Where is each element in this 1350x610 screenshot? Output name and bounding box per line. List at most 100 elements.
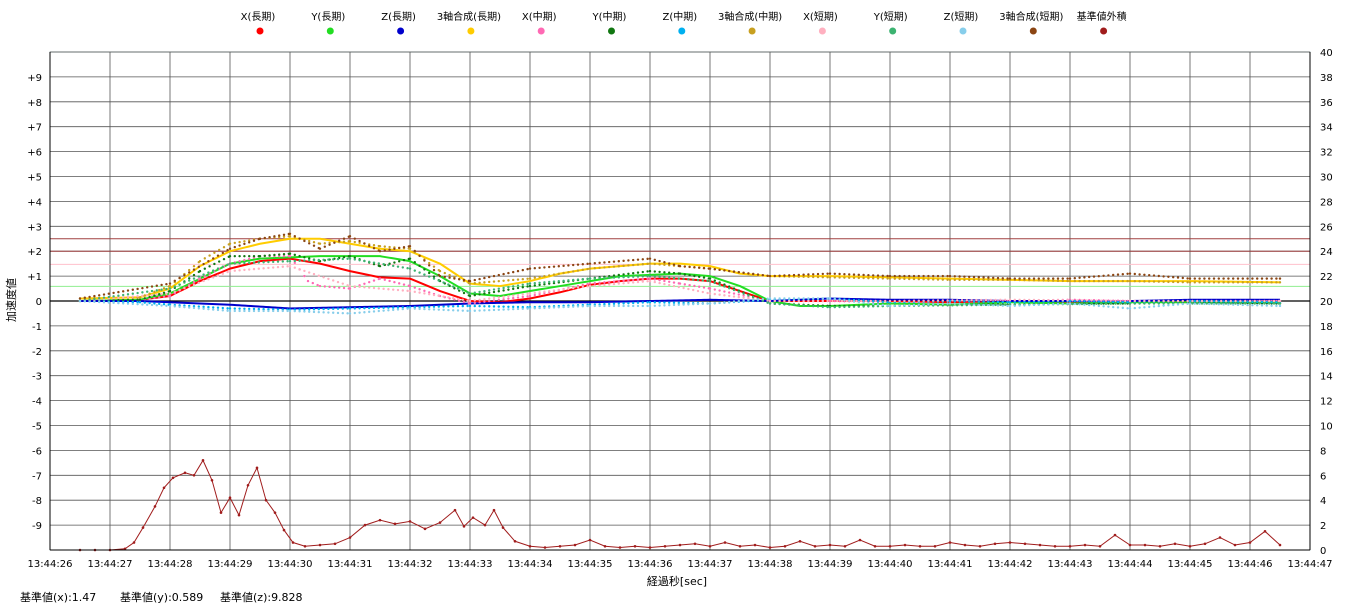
- data-point: [833, 305, 836, 309]
- data-point: [332, 258, 335, 261]
- data-point: [447, 308, 450, 312]
- x-tick-label: 13:44:40: [868, 559, 913, 570]
- data-point: [461, 298, 464, 302]
- data-point: [136, 302, 139, 306]
- data-point: [548, 289, 551, 293]
- data-point: [303, 269, 306, 273]
- data-point: [993, 542, 997, 546]
- data-point: [1073, 279, 1077, 283]
- data-point: [338, 286, 341, 289]
- data-point: [852, 300, 856, 303]
- data-point: [766, 301, 769, 304]
- data-point: [581, 268, 584, 272]
- data-point: [977, 278, 980, 282]
- data-point: [317, 310, 320, 314]
- data-point: [322, 307, 325, 311]
- data-point: [833, 297, 836, 301]
- data-point: [1265, 300, 1269, 304]
- data-point: [737, 295, 740, 299]
- data-point: [622, 302, 625, 305]
- legend-label: 3軸合成(中期): [718, 10, 782, 23]
- data-point: [413, 261, 416, 264]
- data-point: [838, 276, 841, 279]
- data-point: [201, 459, 205, 462]
- data-point: [792, 273, 796, 277]
- data-point: [272, 266, 275, 269]
- data-point: [1188, 544, 1192, 548]
- data-point: [617, 265, 620, 268]
- data-point: [903, 277, 906, 281]
- data-point: [377, 287, 380, 290]
- data-point: [816, 272, 820, 276]
- data-point: [282, 235, 286, 238]
- data-point: [1248, 302, 1252, 305]
- data-point: [1066, 277, 1069, 280]
- y-left-tick-label: +4: [27, 197, 42, 208]
- data-point: [1275, 277, 1278, 280]
- data-point: [1080, 302, 1084, 306]
- data-point: [216, 267, 220, 270]
- data-point: [826, 272, 829, 275]
- data-point: [122, 293, 125, 297]
- data-point: [1138, 302, 1141, 305]
- data-point: [507, 271, 510, 275]
- data-point: [216, 254, 220, 257]
- data-point: [588, 538, 592, 542]
- data-point: [1138, 306, 1141, 309]
- data-point: [682, 277, 685, 281]
- data-point: [948, 302, 952, 305]
- data-point: [1052, 302, 1055, 306]
- data-point: [1203, 542, 1207, 546]
- data-point: [291, 541, 295, 544]
- data-point: [473, 278, 476, 282]
- data-point: [488, 297, 491, 300]
- data-point: [893, 277, 896, 280]
- data-point: [1028, 279, 1031, 282]
- data-point: [1162, 302, 1165, 305]
- data-point: [622, 282, 625, 285]
- data-point: [598, 304, 601, 308]
- data-point: [572, 286, 575, 290]
- data-point: [713, 268, 716, 271]
- data-point: [608, 260, 611, 264]
- data-point: [1100, 302, 1103, 305]
- data-point: [468, 299, 472, 303]
- data-point: [766, 297, 769, 300]
- data-point: [567, 279, 570, 282]
- data-point: [173, 279, 176, 282]
- y-right-tick-label: 2: [1320, 521, 1326, 532]
- data-point: [1227, 303, 1230, 306]
- data-point: [1251, 277, 1254, 280]
- data-point: [548, 282, 551, 285]
- data-point: [162, 303, 166, 306]
- data-point: [533, 276, 536, 279]
- data-point: [442, 308, 445, 312]
- data-point: [581, 305, 584, 308]
- data-point: [588, 284, 592, 288]
- x-tick-label: 13:44:38: [748, 559, 793, 570]
- data-point: [202, 305, 205, 309]
- data-point: [533, 284, 536, 287]
- data-point: [1248, 299, 1252, 303]
- data-point: [1152, 274, 1156, 277]
- data-point: [958, 302, 961, 306]
- data-point: [363, 286, 366, 289]
- data-point: [918, 544, 922, 548]
- data-point: [872, 277, 875, 280]
- data-point: [688, 274, 691, 277]
- data-point: [1258, 302, 1261, 305]
- data-point: [1042, 298, 1045, 302]
- data-point: [318, 247, 322, 250]
- data-point: [1208, 281, 1211, 284]
- data-point: [318, 284, 322, 288]
- data-point: [1006, 300, 1009, 304]
- data-point: [197, 307, 200, 310]
- data-point: [688, 283, 691, 287]
- data-point: [797, 273, 800, 277]
- data-point: [1124, 299, 1127, 303]
- data-point: [288, 259, 292, 263]
- legend-marker: [959, 27, 967, 35]
- data-point: [488, 275, 491, 279]
- data-point: [255, 466, 259, 470]
- data-point: [372, 286, 376, 290]
